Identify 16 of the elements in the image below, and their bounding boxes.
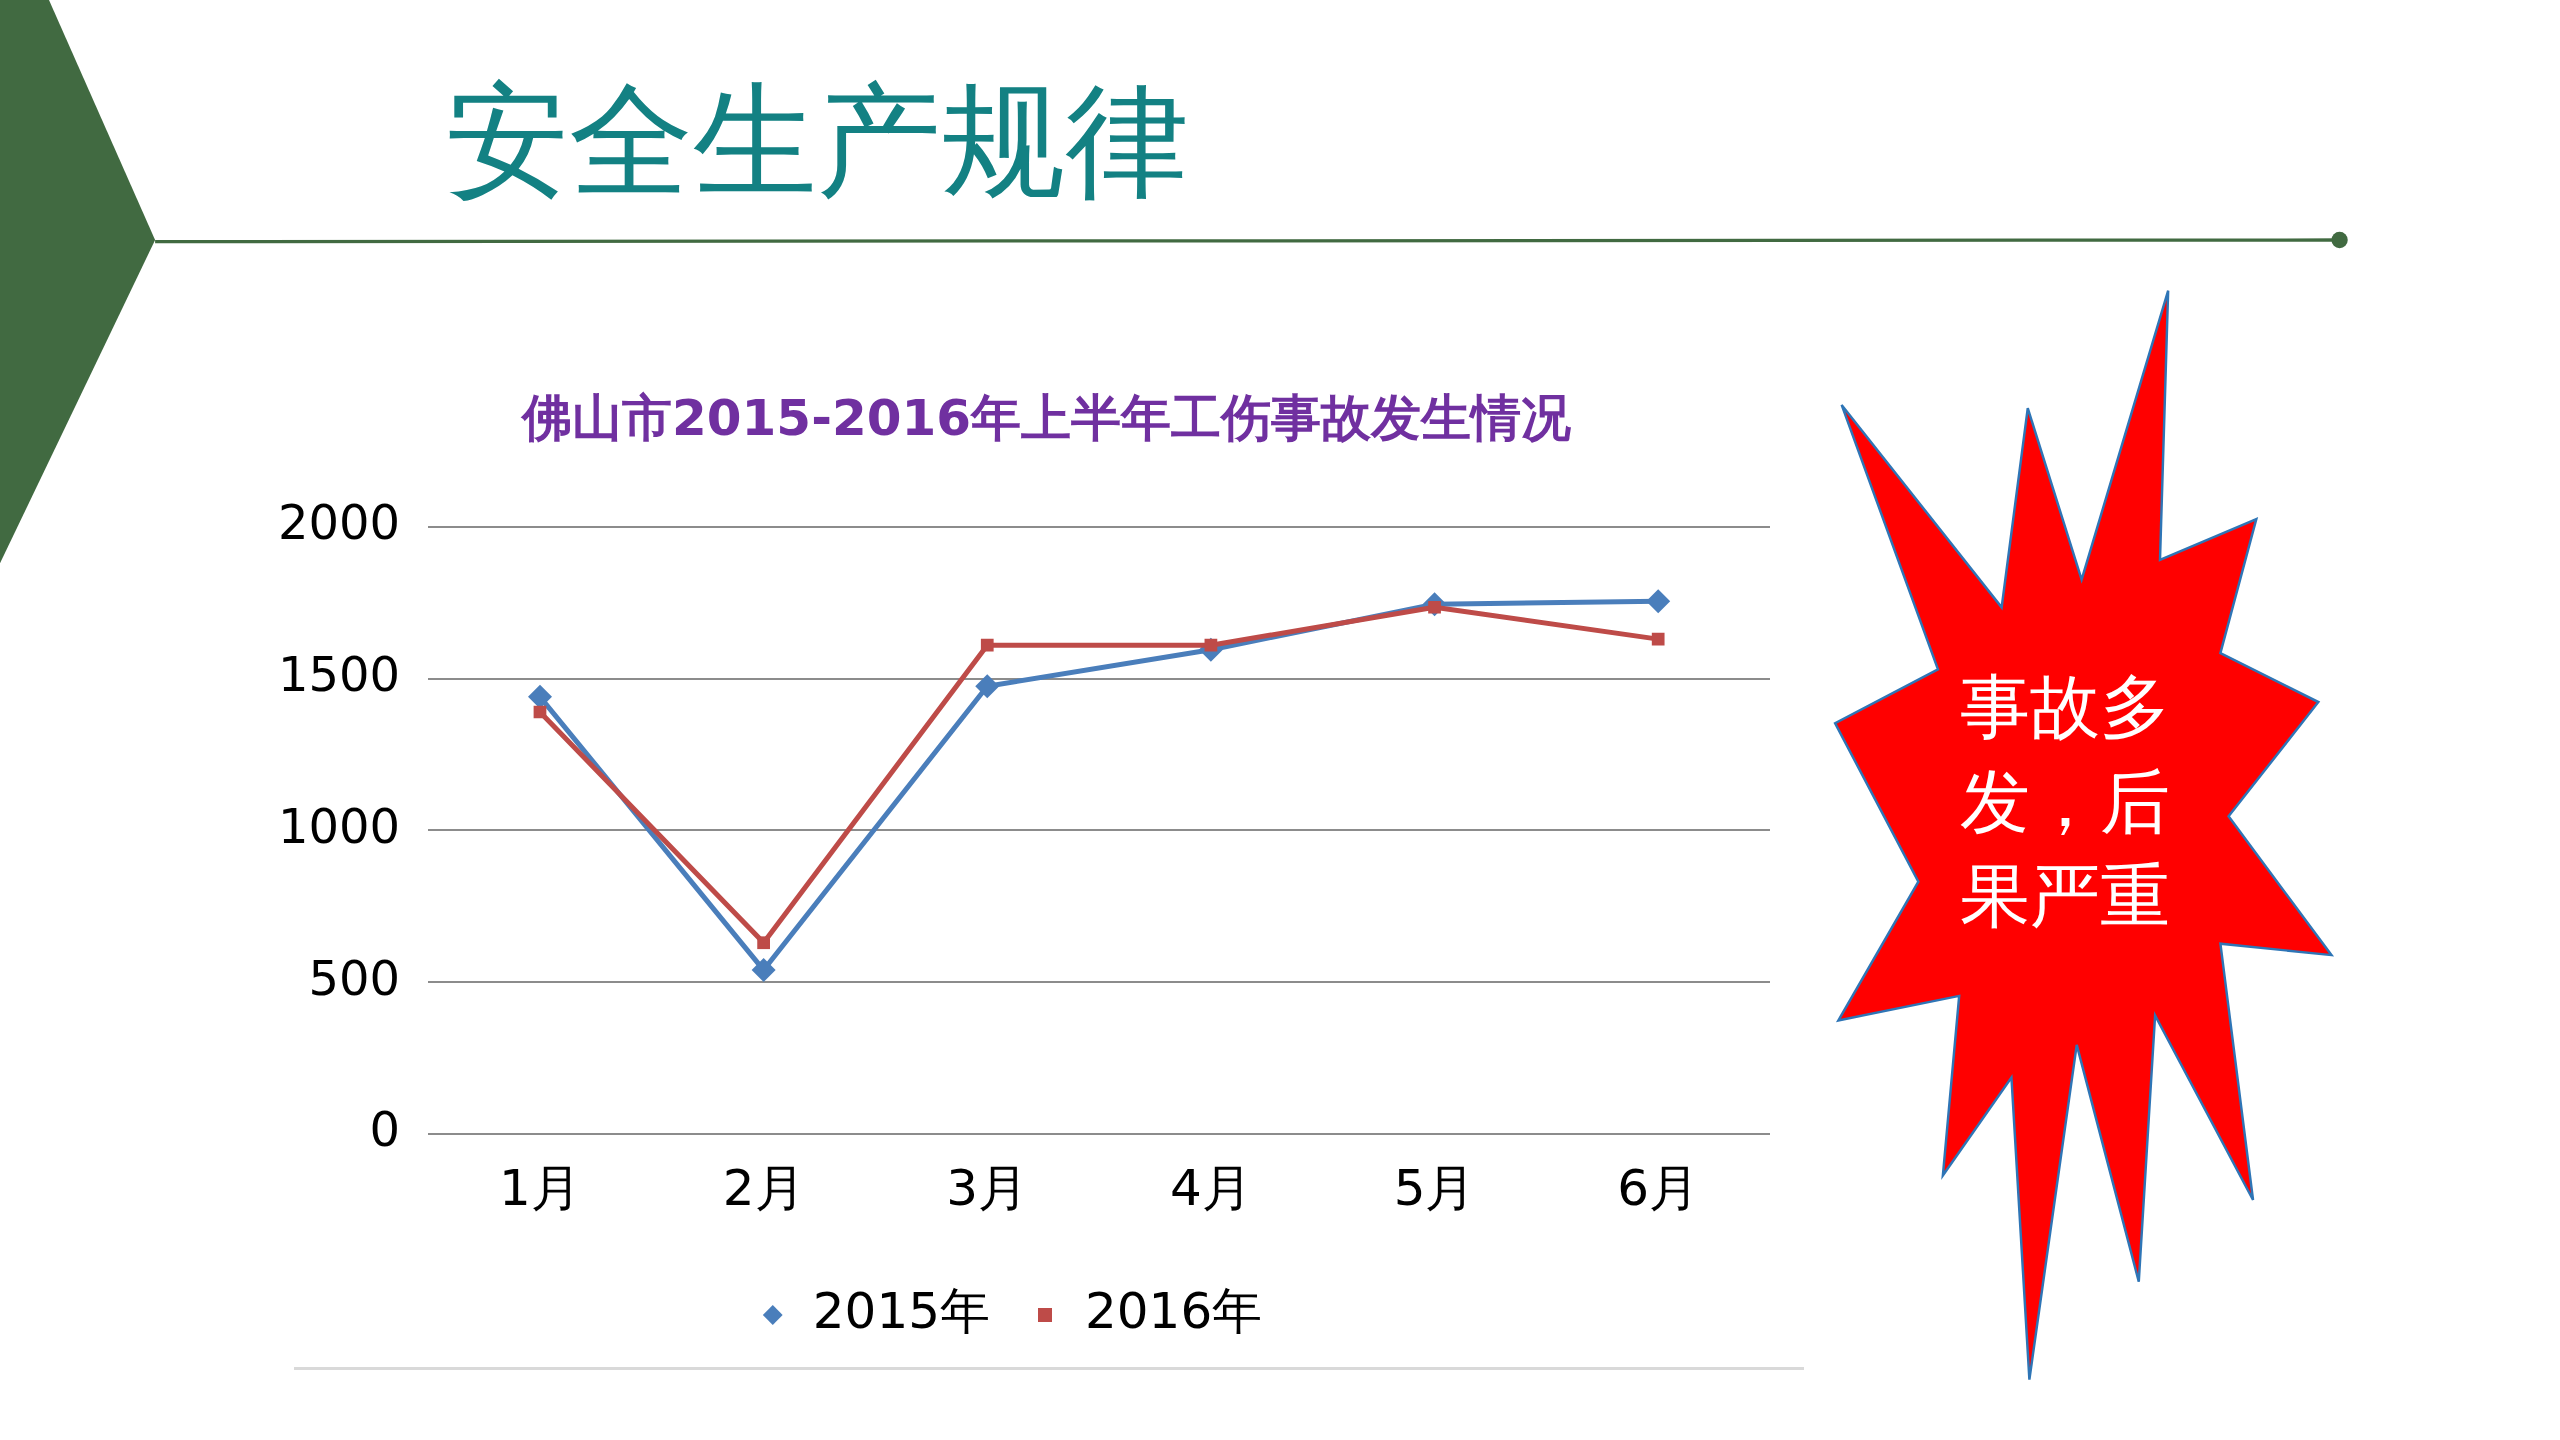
y-tick-label: 500 [308, 949, 401, 1006]
text: 事故多发，后果严重 [1960, 665, 2171, 939]
y-tick-label: 1500 [278, 646, 401, 703]
y-tick-label: 0 [369, 1101, 401, 1158]
x-tick-label: 4月 [1169, 1158, 1252, 1217]
legend-label: 2015年 [812, 1281, 990, 1340]
x-tick-label: 2月 [722, 1158, 805, 1217]
x-tick-label: 1月 [499, 1158, 581, 1217]
x-tick-label: 5月 [1393, 1158, 1476, 1217]
x-tick-label: 6月 [1617, 1158, 1700, 1217]
y-tick-label: 1000 [278, 797, 401, 854]
x-tick-label: 3月 [946, 1158, 1029, 1217]
chart-title: 安全生产规律 [445, 68, 1189, 215]
chart-subtitle: 佛山市2015-2016年上半年工伤事故发生情况 [522, 388, 1572, 449]
legend-label: 2016年 [1085, 1281, 1263, 1340]
y-tick-label: 2000 [278, 494, 401, 551]
